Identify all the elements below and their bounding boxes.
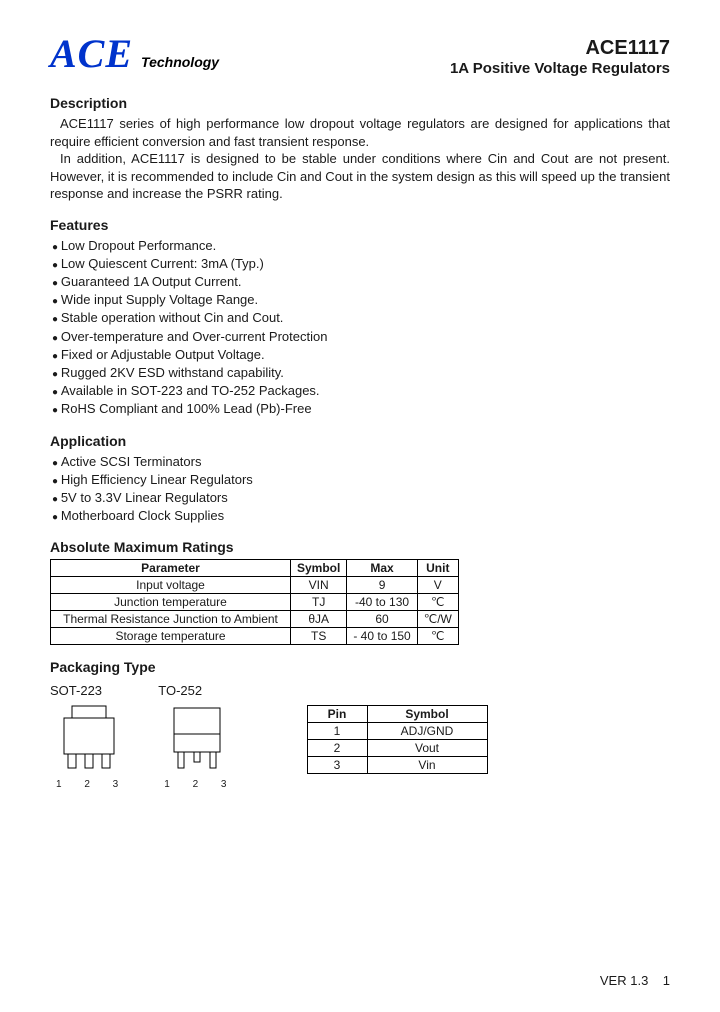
ratings-cell: -40 to 130 xyxy=(347,594,417,611)
pin-cell: 1 xyxy=(307,723,367,740)
subtitle: 1A Positive Voltage Regulators xyxy=(450,60,670,77)
ratings-header: Symbol xyxy=(291,560,347,577)
pkg2-pins: 1 2 3 xyxy=(158,779,236,790)
ratings-cell: ℃ xyxy=(417,594,458,611)
pin-cell: 3 xyxy=(307,757,367,774)
application-heading: Application xyxy=(50,433,670,449)
feature-item: Rugged 2KV ESD withstand capability. xyxy=(52,364,670,382)
application-item: 5V to 3.3V Linear Regulators xyxy=(52,489,670,507)
pin-cell: 2 xyxy=(307,740,367,757)
description-body: ACE1117 series of high performance low d… xyxy=(50,115,670,203)
pins-table: PinSymbol1ADJ/GND2Vout3Vin xyxy=(307,705,488,774)
pkg2-label: TO-252 xyxy=(158,683,236,698)
part-number: ACE1117 xyxy=(450,37,670,60)
ratings-cell: Input voltage xyxy=(51,577,291,594)
ratings-header: Max xyxy=(347,560,417,577)
ratings-cell: TJ xyxy=(291,594,347,611)
page-number: 1 xyxy=(663,973,670,988)
footer: VER 1.3 1 xyxy=(600,973,670,988)
ratings-cell: VIN xyxy=(291,577,347,594)
description-p1: ACE1117 series of high performance low d… xyxy=(50,115,670,150)
application-list: Active SCSI TerminatorsHigh Efficiency L… xyxy=(50,453,670,526)
feature-item: Low Dropout Performance. xyxy=(52,237,670,255)
features-list: Low Dropout Performance.Low Quiescent Cu… xyxy=(50,237,670,419)
logo-subtitle: Technology xyxy=(141,54,219,70)
description-heading: Description xyxy=(50,95,670,111)
pin-header: Pin xyxy=(307,706,367,723)
ratings-cell: - 40 to 150 xyxy=(347,628,417,645)
title-block: ACE1117 1A Positive Voltage Regulators xyxy=(450,37,670,77)
ratings-table: ParameterSymbolMaxUnit Input voltageVIN9V… xyxy=(50,559,459,645)
ratings-cell: Junction temperature xyxy=(51,594,291,611)
feature-item: Fixed or Adjustable Output Voltage. xyxy=(52,346,670,364)
ratings-cell: ℃ xyxy=(417,628,458,645)
application-item: Motherboard Clock Supplies xyxy=(52,507,670,525)
header: ACE Technology ACE1117 1A Positive Volta… xyxy=(50,30,670,77)
pkg1-pins: 1 2 3 xyxy=(50,779,128,790)
feature-item: RoHS Compliant and 100% Lead (Pb)-Free xyxy=(52,400,670,418)
ratings-cell: V xyxy=(417,577,458,594)
feature-item: Stable operation without Cin and Cout. xyxy=(52,309,670,327)
ratings-cell: Thermal Resistance Junction to Ambient xyxy=(51,611,291,628)
ratings-header: Parameter xyxy=(51,560,291,577)
logo-block: ACE Technology xyxy=(50,30,219,77)
pin-cell: ADJ/GND xyxy=(367,723,487,740)
pin-cell: Vin xyxy=(367,757,487,774)
ratings-cell: Storage temperature xyxy=(51,628,291,645)
ratings-cell: ℃/W xyxy=(417,611,458,628)
pin-cell: Vout xyxy=(367,740,487,757)
sot223-icon xyxy=(54,704,124,774)
logo-text: ACE xyxy=(50,30,133,77)
feature-item: Wide input Supply Voltage Range. xyxy=(52,291,670,309)
package-to252: TO-252 1 2 3 xyxy=(158,683,236,790)
packaging-heading: Packaging Type xyxy=(50,659,670,675)
application-item: High Efficiency Linear Regulators xyxy=(52,471,670,489)
ratings-cell: θJA xyxy=(291,611,347,628)
feature-item: Low Quiescent Current: 3mA (Typ.) xyxy=(52,255,670,273)
packaging-row: SOT-223 1 2 3 TO-252 1 2 3 PinSymbol1ADJ… xyxy=(50,683,670,790)
version-label: VER 1.3 xyxy=(600,973,648,988)
ratings-heading: Absolute Maximum Ratings xyxy=(50,539,670,555)
description-p2: In addition, ACE1117 is designed to be s… xyxy=(50,150,670,203)
pkg1-label: SOT-223 xyxy=(50,683,128,698)
ratings-cell: 9 xyxy=(347,577,417,594)
ratings-cell: 60 xyxy=(347,611,417,628)
package-sot223: SOT-223 1 2 3 xyxy=(50,683,128,790)
to252-icon xyxy=(162,704,232,774)
application-item: Active SCSI Terminators xyxy=(52,453,670,471)
features-heading: Features xyxy=(50,217,670,233)
ratings-cell: TS xyxy=(291,628,347,645)
feature-item: Guaranteed 1A Output Current. xyxy=(52,273,670,291)
pin-header: Symbol xyxy=(367,706,487,723)
feature-item: Available in SOT-223 and TO-252 Packages… xyxy=(52,382,670,400)
ratings-header: Unit xyxy=(417,560,458,577)
feature-item: Over-temperature and Over-current Protec… xyxy=(52,328,670,346)
